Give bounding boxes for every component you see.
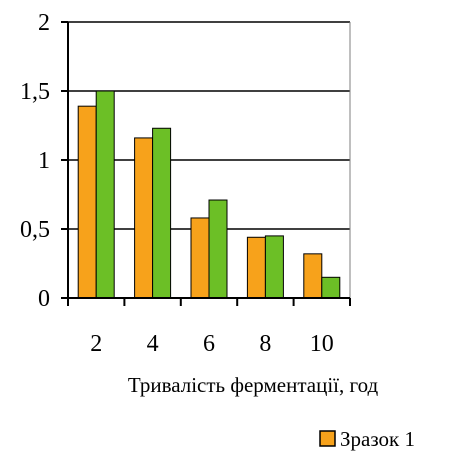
legend: Зразок 1 [319,427,415,451]
y-tick-label: 0 [38,286,50,312]
x-tick-labels: 2 4 6 8 10 [90,331,334,357]
bar-series2-10 [321,276,341,299]
axes [61,21,351,306]
bar-series1-10 [303,253,323,299]
bar-series2-2 [95,90,115,299]
bar-series1-2 [77,105,97,299]
y-tick-label: 0,5 [20,217,50,243]
legend-label-series1: Зразок 1 [340,427,415,451]
bar-series2-4 [152,127,172,299]
bar-series2-6 [208,199,228,299]
bars [77,90,341,299]
x-tick-label: 10 [310,331,334,357]
bar-series1-8 [246,236,266,299]
y-tick-label: 1,5 [20,79,50,105]
x-tick-label: 6 [203,331,215,357]
legend-swatch-series1 [319,430,336,447]
bar-series1-6 [190,217,210,299]
bar-series1-4 [134,137,154,299]
y-tick-label: 2 [38,10,50,36]
y-tick-label: 1 [38,148,50,174]
x-tick-label: 8 [259,331,271,357]
gridlines [68,21,351,298]
x-tick-label: 2 [90,331,102,357]
x-tick-label: 4 [147,331,159,357]
y-tick-labels: 0 0,5 1 1,5 2 [20,10,50,312]
bar-series2-8 [264,235,284,299]
x-axis-title: Тривалість ферментації, год [128,373,379,397]
